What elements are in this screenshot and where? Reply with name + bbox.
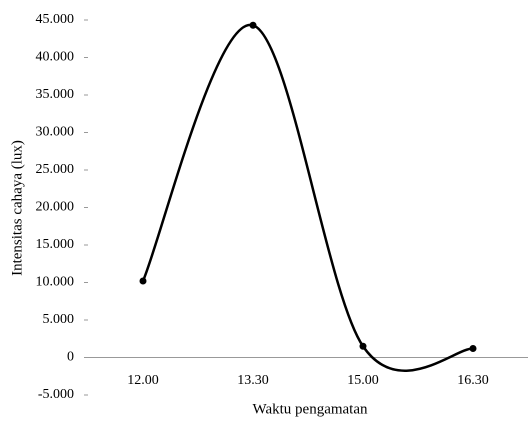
y-tick-label: 40.000	[36, 50, 75, 65]
x-tick-label: 16.30	[457, 373, 489, 388]
y-tick-label: 5.000	[43, 312, 75, 327]
y-axis-title: Intensitas cahaya (lux)	[9, 140, 25, 276]
y-tick-label: 0	[67, 350, 74, 365]
x-tick-label: 13.30	[237, 373, 269, 388]
y-tick-label: 10.000	[36, 275, 75, 290]
y-tick-label: 20.000	[36, 200, 75, 215]
x-axis-title: Waktu pengamatan	[253, 401, 368, 417]
x-tick-label: 12.00	[127, 373, 159, 388]
y-tick-label: -5.000	[38, 387, 74, 402]
point	[139, 277, 147, 285]
point	[359, 342, 367, 350]
y-tick-label: 25.000	[36, 162, 75, 177]
y-tick-label: 15.000	[36, 237, 75, 252]
line-series	[141, 23, 474, 372]
y-tick-label: 30.000	[36, 125, 75, 140]
y-tick-label: 45.000	[36, 12, 75, 27]
y-tick-label: 35.000	[36, 87, 75, 102]
point	[469, 345, 477, 352]
x-tick-label: 15.00	[347, 373, 379, 388]
point	[249, 21, 257, 29]
